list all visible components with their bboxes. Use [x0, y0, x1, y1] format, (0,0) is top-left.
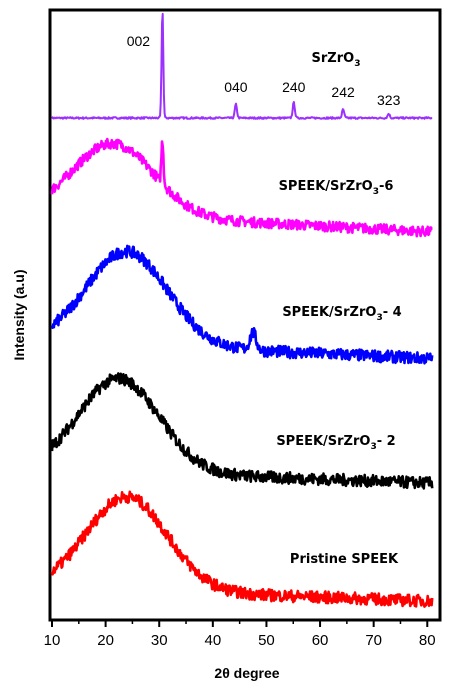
series-label-2: SPEEK/SrZrO3- 4	[282, 305, 401, 323]
series-label-1: SPEEK/SrZrO3-6	[279, 179, 394, 197]
x-tick-label-50: 50	[258, 632, 275, 649]
series-layer	[50, 12, 434, 608]
peak-label-040: 040	[224, 79, 248, 95]
series-line-4	[50, 490, 434, 608]
x-tick-label-60: 60	[312, 632, 329, 649]
peak-label-240: 240	[282, 79, 306, 95]
peak-label-323: 323	[377, 92, 401, 108]
series-line-3	[50, 372, 434, 490]
series-label-0: SrZrO3	[312, 51, 361, 69]
series-line-2	[50, 244, 434, 365]
x-tick-label-70: 70	[365, 632, 382, 649]
peak-label-002: 002	[127, 33, 151, 49]
x-axis-label: 2θ degree	[214, 665, 279, 681]
plot-frame	[48, 8, 442, 622]
y-axis-label: Intensity (a.u)	[11, 269, 27, 360]
series-label-layer: SrZrO3 SPEEK/SrZrO3-6 SPEEK/SrZrO3- 4 SPEEK…	[276, 51, 401, 567]
series-line-0	[51, 12, 433, 120]
x-tick-label-20: 20	[97, 632, 114, 649]
peak-label-layer: 002 040 240 242 323	[127, 33, 401, 108]
peak-label-242: 242	[331, 84, 355, 100]
x-tick-label-10: 10	[44, 632, 61, 649]
x-tick-label-80: 80	[419, 632, 436, 649]
x-tick-label-30: 30	[151, 632, 168, 649]
x-tick-label-40: 40	[204, 632, 221, 649]
series-label-3: SPEEK/SrZrO3- 2	[276, 434, 395, 452]
series-label-4: Pristine SPEEK	[290, 552, 399, 567]
x-axis-ticks: 10 20 30 40 50 60 70 80	[44, 620, 436, 649]
series-line-1	[50, 137, 433, 238]
